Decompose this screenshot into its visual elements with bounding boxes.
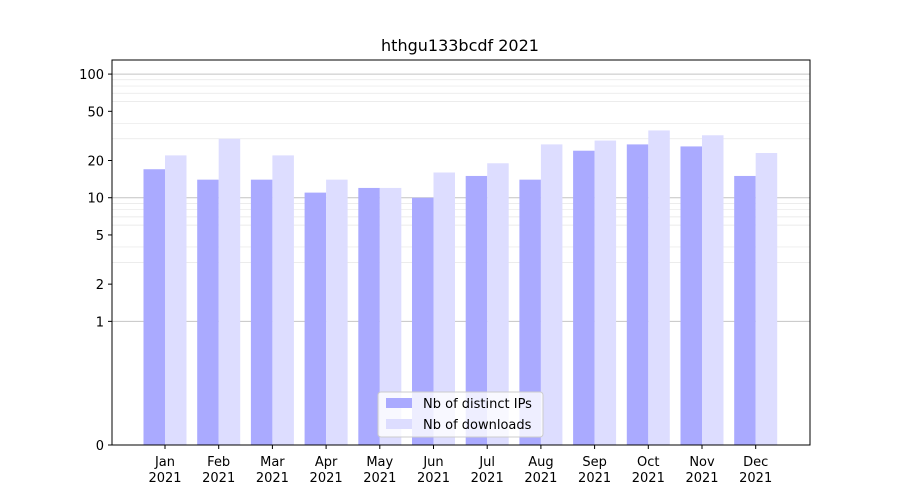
legend-swatch-downloads [386,419,412,429]
x-tick-label: Mar 2021 [256,455,289,486]
y-tick-label: 50 [87,105,104,120]
bar-ips [412,197,434,445]
bar-downloads [326,179,348,446]
bar-ips [143,169,165,445]
bar-downloads [433,172,455,446]
legend-label-ips: Nb of distinct IPs [423,397,532,412]
bar-downloads [272,155,294,445]
bar-ips [358,187,380,445]
axes: 0 1 2 5 10 20 50 100 Jan 2021 Feb 2021 Mar 2021 Apr 202… [79,59,811,486]
bar-ips [626,144,649,445]
bar-ips [680,146,702,445]
bar-ips [734,175,756,445]
bar-downloads [379,187,402,445]
x-tick-label: Jan 2021 [148,455,181,486]
bars [143,130,778,446]
bar-ips [573,150,595,445]
x-tick-label: Feb 2021 [202,455,235,486]
bar-downloads [218,138,241,446]
x-tick-label: Jul 2021 [471,455,504,486]
y-tick-label: 20 [87,155,104,170]
legend-label-downloads: Nb of downloads [423,418,532,433]
bar-downloads [165,155,187,445]
legend-box [377,391,544,438]
x-tick-label: Nov 2021 [685,455,718,486]
bar-ips [304,192,327,445]
y-tick-label: 5 [96,229,104,244]
x-tick-label: Apr 2021 [310,455,343,486]
y-tick-label: 2 [96,278,104,293]
y-tick-label: 10 [87,192,104,207]
bar-ips [465,175,488,445]
x-tick-label: Oct 2021 [632,455,665,486]
bar-downloads [487,163,509,445]
x-tick-label: Sep 2021 [578,455,611,486]
bar-downloads [702,135,724,445]
x-tick-label: Jun 2021 [417,455,450,486]
legend: Nb of distinct IPs Nb of downloads [377,391,544,438]
y-tick-label: 0 [96,439,104,454]
x-tick-label: May 2021 [363,455,396,486]
bar-ips [519,179,541,446]
bar-ips [250,179,273,446]
y-tick-label: 100 [79,68,104,83]
bar-downloads [755,153,778,445]
bar-ips [197,179,219,446]
bar-downloads [540,144,563,445]
y-tick-label: 1 [96,315,104,330]
legend-swatch-ips [386,398,412,408]
chart-title: hthgu133bcdf 2021 [381,36,539,55]
bar-downloads [648,130,670,445]
plot-frame [111,59,811,446]
x-tick-label: Aug 2021 [524,455,557,486]
bar-downloads [594,140,617,445]
x-tick-label: Dec 2021 [739,455,772,486]
